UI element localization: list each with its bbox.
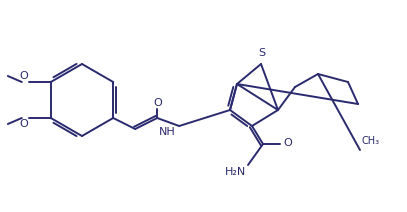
- Text: NH: NH: [159, 127, 175, 137]
- Text: O: O: [154, 98, 162, 108]
- Text: O: O: [19, 71, 28, 81]
- Text: H₂N: H₂N: [225, 167, 246, 177]
- Text: CH₃: CH₃: [362, 136, 380, 146]
- Text: O: O: [283, 138, 292, 148]
- Text: S: S: [258, 48, 265, 58]
- Text: O: O: [19, 119, 28, 129]
